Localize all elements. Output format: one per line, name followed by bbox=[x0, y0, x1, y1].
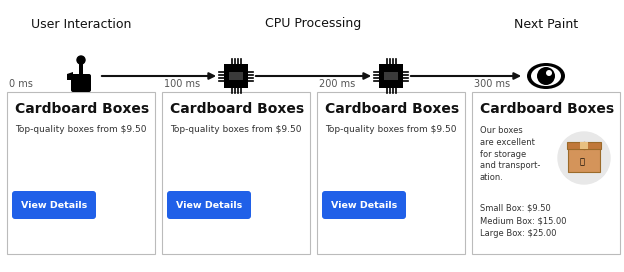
Text: CPU Processing: CPU Processing bbox=[265, 17, 362, 30]
FancyBboxPatch shape bbox=[472, 92, 620, 254]
Text: View Details: View Details bbox=[176, 200, 242, 209]
Circle shape bbox=[558, 132, 610, 184]
FancyBboxPatch shape bbox=[7, 92, 155, 254]
Text: Cardboard Boxes: Cardboard Boxes bbox=[170, 102, 304, 116]
Text: 0 ms: 0 ms bbox=[9, 79, 33, 89]
Text: 300 ms: 300 ms bbox=[474, 79, 510, 89]
Circle shape bbox=[546, 70, 552, 76]
Text: 🏷: 🏷 bbox=[580, 157, 585, 166]
FancyBboxPatch shape bbox=[224, 64, 248, 88]
Text: Cardboard Boxes: Cardboard Boxes bbox=[480, 102, 614, 116]
Circle shape bbox=[537, 67, 555, 85]
FancyBboxPatch shape bbox=[384, 72, 397, 80]
FancyBboxPatch shape bbox=[580, 142, 588, 149]
Ellipse shape bbox=[527, 63, 565, 89]
FancyBboxPatch shape bbox=[71, 74, 91, 92]
Ellipse shape bbox=[531, 66, 561, 86]
Text: User Interaction: User Interaction bbox=[31, 17, 131, 30]
Polygon shape bbox=[67, 72, 73, 80]
FancyBboxPatch shape bbox=[568, 146, 600, 172]
FancyBboxPatch shape bbox=[230, 72, 243, 80]
Polygon shape bbox=[79, 60, 83, 76]
FancyBboxPatch shape bbox=[167, 191, 251, 219]
FancyBboxPatch shape bbox=[317, 92, 465, 254]
Text: 100 ms: 100 ms bbox=[164, 79, 200, 89]
FancyBboxPatch shape bbox=[12, 191, 96, 219]
Circle shape bbox=[77, 56, 85, 64]
Text: Our boxes
are excellent
for storage
and transport-
ation.: Our boxes are excellent for storage and … bbox=[480, 126, 540, 182]
FancyBboxPatch shape bbox=[567, 142, 601, 149]
Text: Next Paint: Next Paint bbox=[514, 17, 578, 30]
Text: Top-quality boxes from $9.50: Top-quality boxes from $9.50 bbox=[325, 125, 457, 134]
Text: 200 ms: 200 ms bbox=[319, 79, 355, 89]
Text: Top-quality boxes from $9.50: Top-quality boxes from $9.50 bbox=[170, 125, 301, 134]
Text: Cardboard Boxes: Cardboard Boxes bbox=[15, 102, 149, 116]
Text: View Details: View Details bbox=[331, 200, 397, 209]
Text: View Details: View Details bbox=[21, 200, 87, 209]
Text: Cardboard Boxes: Cardboard Boxes bbox=[325, 102, 459, 116]
FancyBboxPatch shape bbox=[162, 92, 310, 254]
Text: Top-quality boxes from $9.50: Top-quality boxes from $9.50 bbox=[15, 125, 147, 134]
FancyBboxPatch shape bbox=[322, 191, 406, 219]
Text: Small Box: $9.50
Medium Box: $15.00
Large Box: $25.00: Small Box: $9.50 Medium Box: $15.00 Larg… bbox=[480, 204, 567, 238]
FancyBboxPatch shape bbox=[379, 64, 403, 88]
